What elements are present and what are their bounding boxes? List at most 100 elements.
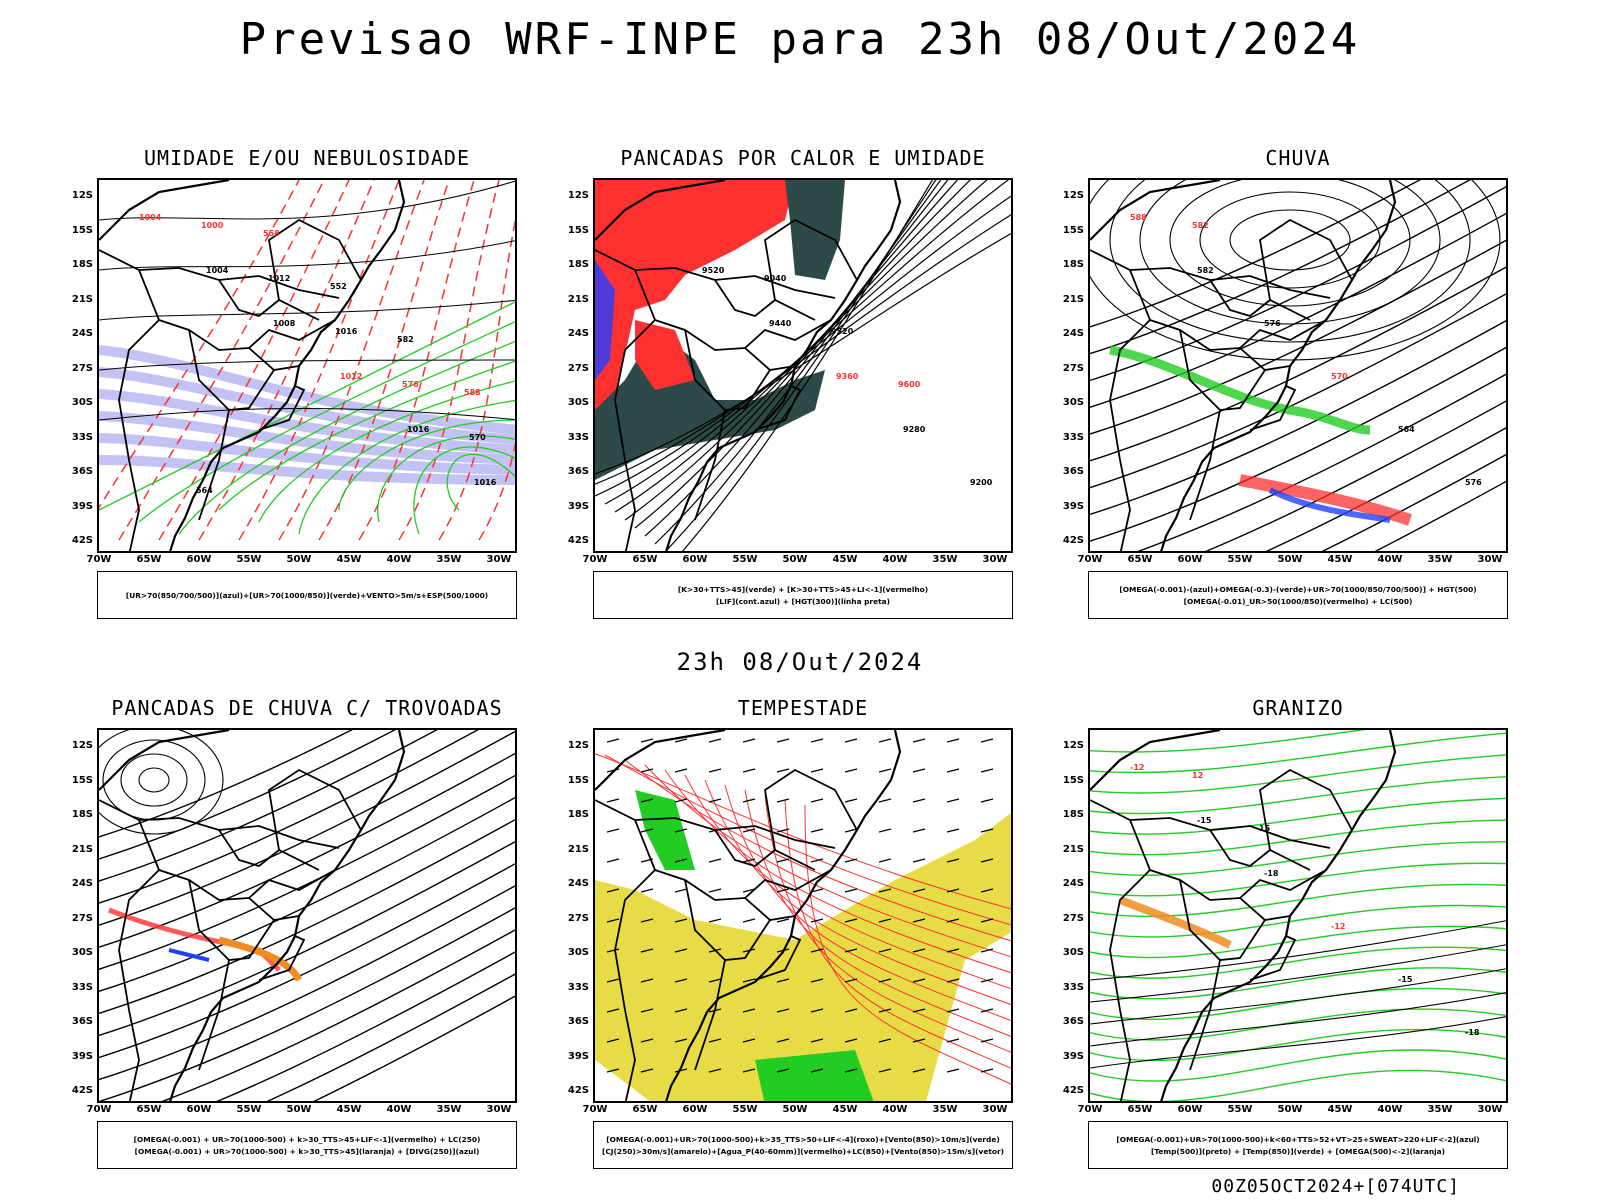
legend-tempestade: [OMEGA(-0.001)+UR>70(1000-500)+k>35_TTS>… xyxy=(593,1121,1013,1169)
lat-label: 15S xyxy=(1062,774,1084,786)
lat-label: 24S xyxy=(71,328,93,339)
lat-label: 27S xyxy=(71,912,93,924)
map-pancadas-calor: 9600 9520 9440 9360 9280 9200 9120 9040 9520 9600 xyxy=(593,178,1013,553)
lat-label: 18S xyxy=(71,809,93,820)
contour-label: 1016 xyxy=(407,425,430,434)
lat-label: 36S xyxy=(1062,1016,1084,1027)
lon-label: 45W xyxy=(336,1104,362,1115)
legend-granizo: [OMEGA(-0.001)+UR>70(1000-500)+k<60+TTS>… xyxy=(1088,1121,1508,1169)
contour-label: -18 xyxy=(1264,869,1279,878)
contour-label: 9520 xyxy=(831,327,854,336)
lat-label: 39S xyxy=(71,1050,93,1062)
lon-label: 60W xyxy=(186,1104,212,1115)
lon-label: 60W xyxy=(1177,1104,1203,1115)
lon-label: 50W xyxy=(1277,1104,1303,1115)
lon-label: 65W xyxy=(632,554,658,565)
lon-label: 50W xyxy=(286,1104,312,1115)
contour-label: 9040 xyxy=(764,274,787,283)
map-pancadas-trovoadas xyxy=(97,728,517,1103)
lon-label: 60W xyxy=(682,554,708,565)
lat-label: 24S xyxy=(1062,328,1084,339)
lat-label: 18S xyxy=(71,259,93,270)
lon-label: 45W xyxy=(832,1104,858,1115)
contour-label: -12 xyxy=(1130,763,1144,772)
lat-label: 15S xyxy=(567,224,589,236)
lat-label: 27S xyxy=(1062,362,1084,374)
contour-label: -15 xyxy=(1197,816,1212,825)
lon-label: 40W xyxy=(386,554,412,565)
map-plot-umidade: 1004 1004 1008 1012 1016 1016 1000 1012 1016 576 5… xyxy=(99,180,515,551)
lat-label: 30S xyxy=(567,397,589,408)
legend-line: [UR>70(850/700/500)](azul)+[UR>70(1000/8… xyxy=(125,590,489,600)
panel-title-granizo: GRANIZO xyxy=(1252,696,1344,720)
map-umidade: 1004 1004 1008 1012 1016 1016 1000 1012 1016 576 5… xyxy=(97,178,517,553)
lon-label: 65W xyxy=(136,1104,162,1115)
map-plot-pancadas-trovoadas xyxy=(99,730,515,1101)
legend-line: [OMEGA(-0.001)+UR>70(1000-500)+k<60+TTS>… xyxy=(1116,1134,1480,1144)
lat-label: 12S xyxy=(71,190,93,201)
lon-label: 55W xyxy=(732,554,758,565)
lat-label: 42S xyxy=(71,1085,93,1096)
legend-line: [OMEGA(-0.001) + UR>70(1000-500) + k>30_… xyxy=(134,1146,480,1156)
contour-label: 582 xyxy=(397,335,414,344)
legend-line: [OMEGA(-0.001)-(azul)+OMEGA(-0.3)-(verde… xyxy=(1119,584,1477,594)
lon-label: 70W xyxy=(86,1104,112,1115)
lat-label: 42S xyxy=(567,535,589,546)
lat-label: 30S xyxy=(71,397,93,408)
lon-label: 45W xyxy=(1327,554,1353,565)
legend-line: [OMEGA(-0.001)+UR>70(1000-500)+k>35_TTS>… xyxy=(606,1134,1000,1144)
contour-label: 564 xyxy=(196,486,213,495)
contour-label: 576 xyxy=(1465,478,1482,487)
contour-label: 9120 xyxy=(697,221,720,230)
lat-label: 39S xyxy=(567,500,589,512)
lat-label: 21S xyxy=(567,293,589,305)
lat-label: 15S xyxy=(71,224,93,236)
lon-label: 65W xyxy=(136,554,162,565)
lat-label: 42S xyxy=(1062,1085,1084,1096)
map-granizo: -12 -15 -18 -12 -15 -18 12 15 xyxy=(1088,728,1508,1103)
contour-label: 1000 xyxy=(201,221,224,230)
map-chuva: 588 582 576 570 564 576 582 xyxy=(1088,178,1508,553)
contour-label: -15 xyxy=(1398,975,1413,984)
lon-label: 60W xyxy=(1177,554,1203,565)
lat-label: 42S xyxy=(1062,535,1084,546)
lat-label: 12S xyxy=(567,740,589,751)
lat-label: 30S xyxy=(71,947,93,958)
contour-label: 570 xyxy=(469,433,486,442)
lat-label: 33S xyxy=(71,431,93,443)
lat-label: 36S xyxy=(71,466,93,477)
lon-label: 50W xyxy=(782,1104,808,1115)
legend-line: [Temp(500)](preto) + [Temp(850)](verde) … xyxy=(1150,1146,1446,1156)
contour-label: -18 xyxy=(1465,1028,1480,1037)
lat-label: 39S xyxy=(1062,1050,1084,1062)
lat-label: 39S xyxy=(71,500,93,512)
contour-label: 1008 xyxy=(273,319,296,328)
contour-label: 9520 xyxy=(702,266,725,275)
contour-label: 12 xyxy=(1192,771,1203,780)
contour-label: 9360 xyxy=(836,372,859,381)
lat-label: 24S xyxy=(567,328,589,339)
lat-label: 27S xyxy=(1062,912,1084,924)
lat-label: 39S xyxy=(567,1050,589,1062)
contour-label: 9280 xyxy=(903,425,926,434)
contour-label: 9600 xyxy=(898,380,921,389)
lon-label: 60W xyxy=(186,554,212,565)
contour-label: 582 xyxy=(1197,266,1214,275)
map-plot-granizo: -12 -15 -18 -12 -15 -18 12 15 xyxy=(1090,730,1506,1101)
lat-label: 33S xyxy=(567,981,589,993)
map-tempestade xyxy=(593,728,1013,1103)
contour-label: -12 xyxy=(1331,922,1345,931)
lat-label: 12S xyxy=(1062,740,1084,751)
lon-label: 55W xyxy=(1227,554,1253,565)
contour-label: 582 xyxy=(1192,221,1209,230)
lat-label: 21S xyxy=(71,843,93,855)
lat-label: 24S xyxy=(71,878,93,889)
lon-label: 35W xyxy=(932,1104,958,1115)
lon-label: 40W xyxy=(1377,554,1403,565)
lat-label: 36S xyxy=(1062,466,1084,477)
lon-label: 30W xyxy=(982,1104,1008,1115)
lat-label: 18S xyxy=(1062,809,1084,820)
legend-line: [K>30+TTS>45](verde) + [K>30+TTS>45+LI<-… xyxy=(677,584,929,594)
contour-label: 15 xyxy=(1259,824,1271,833)
lat-label: 30S xyxy=(1062,947,1084,958)
